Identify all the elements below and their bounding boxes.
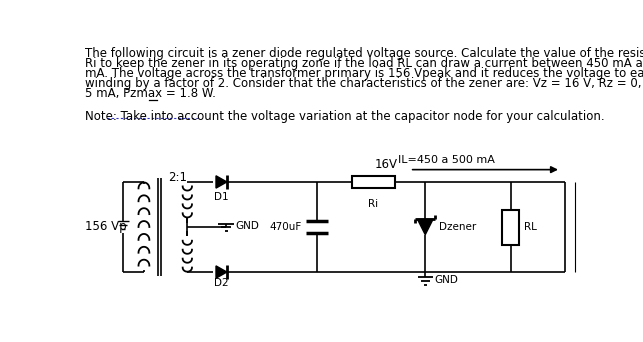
Text: Ri: Ri xyxy=(368,199,378,209)
Text: D1: D1 xyxy=(214,192,229,202)
Polygon shape xyxy=(216,176,227,188)
Text: 156 Vp: 156 Vp xyxy=(85,221,127,234)
Text: 470uF: 470uF xyxy=(269,222,302,232)
Text: The following circuit is a zener diode regulated voltage source. Calculate the v: The following circuit is a zener diode r… xyxy=(85,47,643,60)
Text: 16V: 16V xyxy=(375,158,398,171)
Text: Note: Take into account the voltage variation at the capacitor node for your cal: Note: Take into account the voltage vari… xyxy=(85,110,604,123)
Polygon shape xyxy=(216,266,227,278)
Polygon shape xyxy=(417,219,433,235)
Text: mA. The voltage across the transformer primary is 156 Vpeak and it reduces the v: mA. The voltage across the transformer p… xyxy=(85,67,643,80)
Bar xyxy=(352,176,395,188)
Text: Ri to keep the zener in its operating zone if the load RL can draw a current bet: Ri to keep the zener in its operating zo… xyxy=(85,57,643,70)
Text: Dzener: Dzener xyxy=(439,222,476,232)
Text: GND: GND xyxy=(435,275,458,285)
Text: D2: D2 xyxy=(214,278,229,288)
Text: RL: RL xyxy=(525,222,538,232)
Text: GND: GND xyxy=(235,221,259,231)
Text: winding by a factor of 2. Consider that the characteristics of the zener are: Vz: winding by a factor of 2. Consider that … xyxy=(85,77,643,90)
Bar xyxy=(502,210,519,245)
Text: IL=450 a 500 mA: IL=450 a 500 mA xyxy=(398,155,495,165)
Text: 5 mA, Pzmax = 1.8 W.: 5 mA, Pzmax = 1.8 W. xyxy=(85,87,216,100)
Text: 2:1: 2:1 xyxy=(168,171,186,184)
